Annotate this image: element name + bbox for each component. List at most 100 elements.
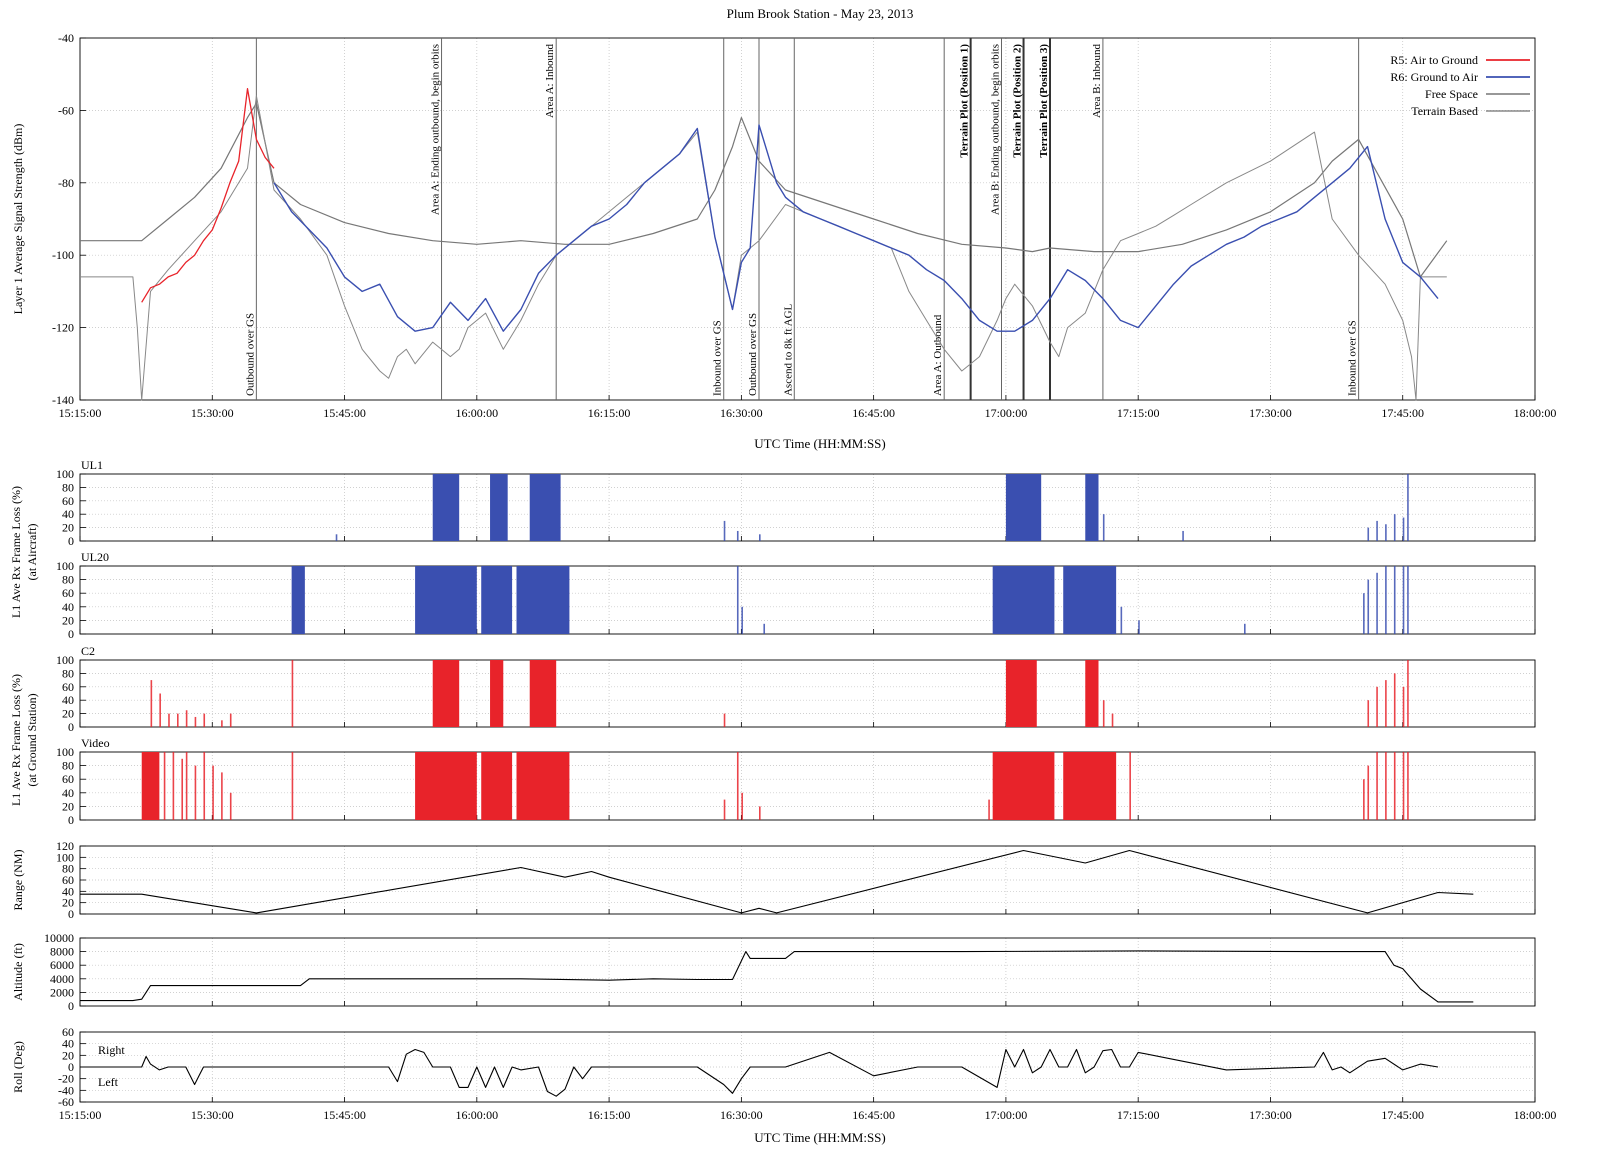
loss-spike — [741, 792, 743, 820]
loss-spike — [736, 530, 739, 541]
loss-spike — [723, 799, 726, 820]
loss-spike — [736, 566, 739, 634]
y-tick-label: 20 — [62, 896, 74, 910]
series-line-r5-air-to-ground — [141, 88, 275, 303]
loss-spike — [194, 716, 197, 727]
altitude-y-label: Altitude (ft) — [11, 943, 25, 1001]
range-y-label: Range (NM) — [11, 850, 25, 911]
legend-label: R6: Ground to Air — [1390, 70, 1478, 84]
x-tick-label: 16:45:00 — [852, 406, 895, 420]
x-tick-label: 17:00:00 — [985, 1108, 1028, 1122]
y-tick-label: 0 — [68, 1060, 74, 1074]
loss-spike — [159, 693, 161, 727]
loss-spike — [1393, 514, 1396, 541]
loss-block — [415, 566, 477, 634]
x-tick-label: 16:15:00 — [588, 1108, 631, 1122]
loss-spike — [1407, 752, 1409, 820]
loss-spike — [229, 713, 232, 727]
y-tick-label: 40 — [62, 507, 74, 521]
y-tick-label: -20 — [58, 1072, 74, 1086]
loss-spike — [163, 752, 166, 820]
loss-spike — [1367, 527, 1370, 541]
loss-spike — [741, 606, 743, 634]
loss-block — [1063, 752, 1117, 820]
series-line-r6-ground-to-air — [273, 124, 1439, 332]
loss-block — [432, 474, 460, 541]
frame-loss-axis-label-ground: L1 Ave Rx Frame Loss (%) — [9, 674, 23, 806]
event-annotation: Outbound over GS — [747, 313, 759, 396]
x-tick-label: 16:15:00 — [588, 406, 631, 420]
loss-spike — [1402, 566, 1405, 634]
x-tick-label: 17:30:00 — [1249, 1108, 1292, 1122]
loss-block — [1085, 660, 1099, 727]
x-tick-label: 17:00:00 — [985, 406, 1028, 420]
loss-block — [516, 752, 570, 820]
y-tick-label: -60 — [58, 1095, 74, 1109]
loss-spike — [203, 713, 206, 727]
y-tick-label: 20 — [62, 799, 74, 813]
y-tick-label: 60 — [62, 873, 74, 887]
frame-loss-axis-label-ground-sub: (at Ground Station) — [25, 693, 39, 786]
event-annotation: Area B: Inbound — [1091, 44, 1103, 118]
altitude-panel-frame — [79, 937, 1536, 1007]
loss-spike — [1376, 572, 1378, 634]
y-tick-label: 8000 — [50, 945, 74, 959]
loss-spike — [194, 765, 197, 820]
event-annotation: Area B: Ending outbound, begin orbits — [990, 44, 1002, 215]
loss-spike — [1367, 579, 1370, 634]
y-tick-label: -100 — [52, 248, 74, 262]
frame-loss-axis-label-aircraft-sub: (at Aircraft) — [25, 524, 39, 581]
loss-block — [529, 660, 557, 727]
y-tick-label: 60 — [62, 772, 74, 786]
x-tick-label: 15:45:00 — [323, 1108, 366, 1122]
loss-spike — [1407, 566, 1409, 634]
roll-y-label: Roll (Deg) — [11, 1041, 25, 1093]
loss-spike — [763, 623, 766, 634]
loss-spike — [1120, 606, 1123, 634]
loss-block — [432, 660, 460, 727]
loss-block — [291, 566, 305, 634]
series-line-terrain-based — [80, 95, 1447, 401]
event-annotation: Area A: Outbound — [932, 314, 944, 396]
frameloss-panel-ul20-frame — [79, 565, 1536, 635]
frameloss-panel-c2-frame — [79, 659, 1536, 728]
y-tick-label: 6000 — [50, 958, 74, 972]
loss-block — [1085, 474, 1099, 541]
y-tick-label: 40 — [62, 1037, 74, 1051]
y-tick-label: 60 — [62, 1025, 74, 1039]
loss-spike — [1393, 752, 1396, 820]
loss-spike — [1138, 620, 1140, 634]
y-tick-label: 20 — [62, 707, 74, 721]
y-tick-label: 120 — [56, 839, 74, 853]
loss-spike — [723, 713, 726, 727]
x-tick-label: 15:15:00 — [59, 406, 102, 420]
loss-spike — [291, 752, 294, 820]
y-tick-label: 40 — [62, 884, 74, 898]
y-tick-label: -60 — [58, 103, 74, 117]
x-tick-label: 17:45:00 — [1381, 1108, 1424, 1122]
loss-spike — [1367, 765, 1370, 820]
loss-block — [529, 474, 561, 541]
loss-spike — [185, 710, 188, 727]
loss-spike — [759, 534, 761, 541]
loss-block — [992, 566, 1055, 634]
loss-spike — [1385, 752, 1387, 820]
y-tick-label: 60 — [62, 586, 74, 600]
x-tick-label: 16:30:00 — [720, 1108, 763, 1122]
loss-spike — [1402, 517, 1405, 541]
event-annotation: Terrain Plot (Position 3) — [1038, 44, 1050, 158]
y-tick-label: -140 — [52, 393, 74, 407]
y-tick-label: 100 — [56, 467, 74, 481]
x-tick-label: 16:00:00 — [455, 1108, 498, 1122]
event-annotation: Inbound over GS — [1347, 320, 1359, 396]
y-tick-label: 100 — [56, 850, 74, 864]
loss-spike — [1244, 623, 1246, 634]
y-tick-label: -40 — [58, 1083, 74, 1097]
y-tick-label: 20 — [62, 613, 74, 627]
event-annotation: Area A: Ending outbound, begin orbits — [430, 44, 442, 215]
loss-spike — [1407, 474, 1409, 541]
loss-spike — [181, 758, 184, 820]
loss-spike — [291, 660, 294, 727]
event-annotation: Ascend to 8k ft AGL — [782, 303, 794, 396]
y-tick-label: 80 — [62, 480, 74, 494]
